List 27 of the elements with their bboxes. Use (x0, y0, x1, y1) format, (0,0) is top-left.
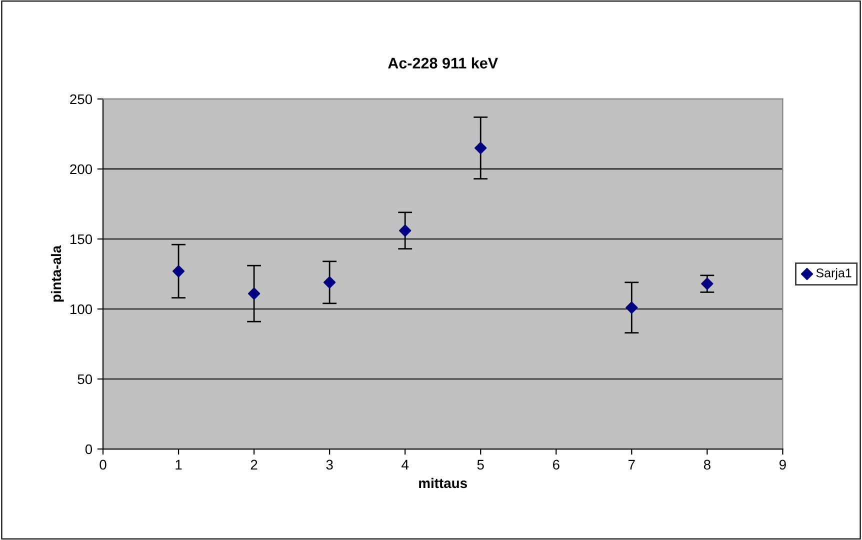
x-tick-label: 0 (100, 460, 106, 470)
x-tick-label: 5 (477, 460, 484, 470)
legend-label: Sarja1 (816, 268, 852, 280)
x-tick-label: 2 (250, 460, 258, 470)
x-axis-title: mittaus (419, 478, 467, 488)
point (399, 224, 412, 237)
y-tick-label: 100 (70, 304, 92, 314)
x-tick-label: 6 (552, 460, 560, 470)
x-tick-label: 9 (779, 460, 786, 470)
chart-title: Ac-228 911 keV (388, 57, 498, 69)
x-tick-label: 7 (628, 460, 635, 470)
y-tick-label: 50 (78, 374, 92, 384)
y-tick-label: 150 (70, 234, 92, 244)
x-tick-label: 3 (326, 460, 333, 470)
point (626, 302, 638, 314)
y-tick-label: 200 (70, 164, 92, 174)
y-tick-label: 250 (70, 94, 92, 104)
point (248, 288, 260, 300)
x-tick-label: 1 (176, 460, 182, 470)
x-tick-label: 4 (402, 460, 409, 470)
point (474, 142, 487, 154)
point (323, 276, 336, 288)
x-tick-label: 8 (704, 460, 710, 470)
y-tick-label: 0 (85, 444, 92, 454)
point (701, 278, 714, 290)
y-axis-title: pinta-ala (50, 245, 64, 302)
point (172, 265, 185, 278)
